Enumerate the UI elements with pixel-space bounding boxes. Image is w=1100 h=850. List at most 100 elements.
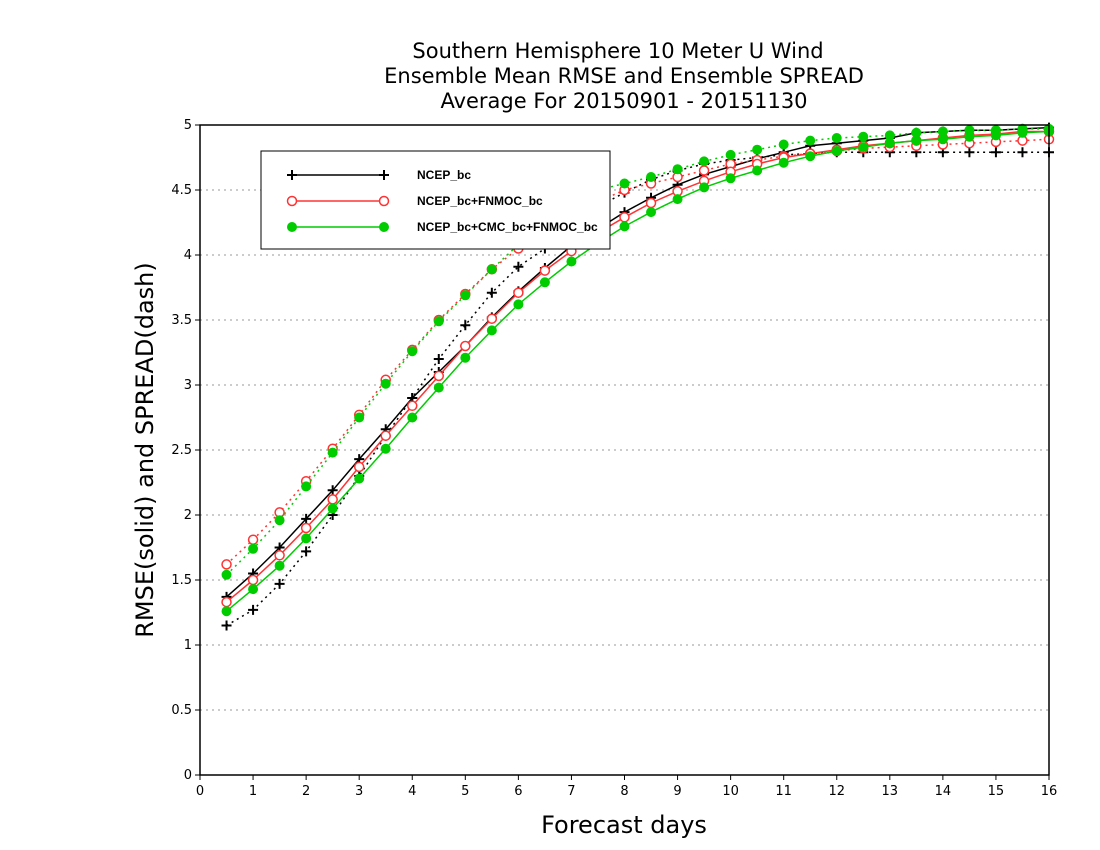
data-point [513, 299, 524, 310]
y-tick-label: 5 [184, 118, 192, 133]
x-tick-label: 6 [514, 784, 522, 799]
data-point [619, 212, 630, 223]
data-point [407, 346, 418, 357]
data-point [858, 131, 869, 142]
data-point [884, 138, 895, 149]
y-tick-label: 4 [184, 248, 192, 263]
data-point [327, 447, 338, 458]
data-point [380, 443, 391, 454]
data-point [221, 559, 232, 570]
data-point [619, 221, 630, 232]
x-tick-label: 4 [408, 784, 416, 799]
data-point [327, 485, 338, 496]
data-point [990, 130, 1001, 141]
y-tick-label: 3 [184, 378, 192, 393]
data-point [248, 604, 259, 615]
data-point [672, 164, 683, 175]
x-tick-label: 12 [828, 784, 845, 799]
data-point [805, 151, 816, 162]
data-point [354, 412, 365, 423]
data-point [248, 584, 259, 595]
data-point [699, 182, 710, 193]
data-point [831, 133, 842, 143]
x-tick-label: 3 [355, 784, 363, 799]
plot-series [221, 122, 1055, 631]
data-point [831, 146, 842, 156]
x-axis-label: Forecast days [541, 811, 707, 839]
data-point [486, 264, 497, 275]
data-point [301, 546, 312, 557]
data-point [778, 157, 789, 168]
data-point [486, 287, 497, 298]
data-point [486, 325, 497, 336]
legend-item: NCEP_bc+FNMOC_bc [286, 194, 543, 208]
data-point [327, 503, 338, 514]
data-point [752, 165, 763, 176]
x-tick-label: 9 [673, 784, 681, 799]
legend-marker [287, 170, 297, 180]
legend-box [260, 150, 611, 250]
data-point [778, 139, 789, 150]
y-tick-label: 4.5 [171, 183, 192, 198]
data-point [513, 287, 524, 298]
x-tick-label: 15 [988, 784, 1005, 799]
x-tick-label: 1 [249, 784, 257, 799]
x-tick-label: 11 [775, 784, 792, 799]
data-point [725, 173, 736, 184]
data-point [301, 481, 312, 492]
data-point [274, 515, 285, 526]
legend-item: NCEP_bc [287, 168, 471, 182]
data-point [247, 574, 259, 586]
x-tick-label: 8 [620, 784, 628, 799]
data-point [353, 461, 365, 473]
data-point [646, 172, 657, 182]
data-point [1017, 127, 1028, 138]
title-line-2: Ensemble Mean RMSE and Ensemble SPREAD [384, 64, 864, 88]
legend-marker [378, 195, 390, 207]
data-point [433, 316, 444, 327]
data-point [354, 473, 365, 484]
data-point [964, 147, 975, 158]
data-point [274, 578, 285, 589]
y-tick-label: 0 [184, 768, 192, 783]
data-point [964, 131, 975, 142]
x-tick-label: 14 [935, 784, 952, 799]
legend-marker [287, 222, 297, 232]
data-point [274, 560, 285, 571]
data-point [300, 522, 312, 534]
y-tick-label: 1.5 [171, 573, 192, 588]
data-point [698, 165, 710, 176]
data-point [990, 147, 1001, 158]
data-point [460, 290, 471, 301]
data-point [539, 265, 551, 276]
y-tick-label: 0.5 [171, 703, 192, 718]
data-point [725, 149, 736, 160]
data-point [221, 596, 232, 608]
data-point [752, 144, 763, 155]
data-point [433, 382, 444, 393]
data-point [513, 261, 524, 272]
data-point [380, 430, 391, 441]
data-point [407, 412, 418, 423]
legend-label: NCEP_bc+FNMOC_bc [417, 194, 543, 208]
data-point [805, 135, 816, 146]
data-point [221, 620, 232, 631]
legend-item: NCEP_bc+CMC_bc+FNMOC_bc [287, 220, 598, 234]
legend-marker [379, 170, 389, 180]
data-point [566, 256, 577, 267]
data-point [380, 378, 391, 389]
data-point [248, 543, 259, 554]
data-point [911, 135, 922, 146]
data-point [645, 197, 657, 209]
x-tick-label: 10 [722, 784, 739, 799]
data-point [672, 194, 683, 205]
x-tick-label: 0 [196, 784, 204, 799]
data-point [937, 134, 948, 145]
data-point [460, 320, 471, 331]
y-axis-label: RMSE(solid) and SPREAD(dash) [131, 262, 159, 638]
legend: NCEP_bc NCEP_bc+FNMOC_bc NCEP_bc+CMC_bc+FN… [260, 150, 611, 250]
x-tick-label: 13 [882, 784, 899, 799]
data-point [301, 513, 312, 524]
legend-marker [379, 222, 389, 232]
